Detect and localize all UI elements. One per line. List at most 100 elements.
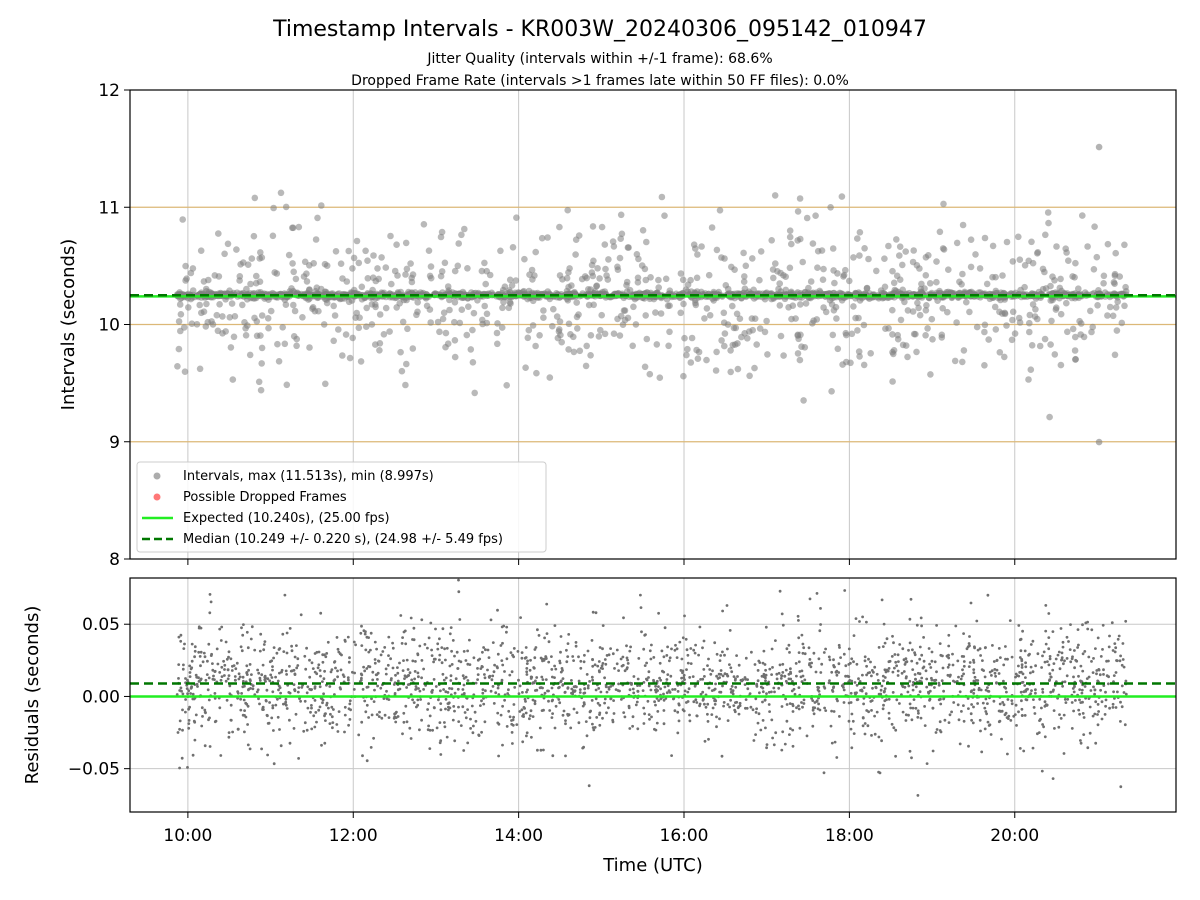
residual-point — [674, 643, 677, 647]
residual-point — [332, 708, 335, 711]
residuals-panel: 0.050.00−0.05 Residuals (seconds) — [22, 577, 1177, 813]
legend-label-median: Median (10.249 +/- 0.220 s), (24.98 +/- … — [183, 532, 503, 547]
interval-point — [768, 237, 775, 244]
residual-point — [1041, 723, 1044, 726]
residual-point — [1020, 666, 1024, 669]
interval-point — [981, 234, 989, 242]
interval-point — [532, 342, 539, 350]
residual-point — [800, 633, 804, 637]
residual-point — [929, 666, 933, 669]
interval-point — [774, 268, 781, 275]
interval-point — [253, 332, 261, 340]
residual-point — [1049, 690, 1053, 694]
residual-point — [239, 708, 243, 712]
residual-point — [723, 653, 726, 657]
residual-point — [233, 678, 237, 682]
residual-point — [703, 739, 707, 743]
residual-point — [601, 647, 604, 651]
legend-label-dropped: Possible Dropped Frames — [183, 490, 347, 505]
residual-point — [1058, 713, 1061, 716]
residual-point — [732, 704, 736, 707]
residual-point — [1009, 719, 1013, 722]
interval-point — [803, 214, 811, 222]
residual-point — [824, 709, 828, 712]
residual-point — [1020, 699, 1023, 703]
residual-point — [1081, 700, 1084, 704]
residual-point — [1078, 688, 1082, 691]
interval-point — [1106, 303, 1114, 311]
residual-point — [831, 688, 834, 692]
residual-point — [336, 730, 340, 733]
residual-point — [882, 679, 885, 683]
interval-point — [554, 334, 562, 342]
residual-point — [962, 664, 966, 668]
interval-point — [442, 329, 450, 337]
residual-point — [200, 724, 204, 728]
residual-point — [994, 674, 997, 678]
interval-point — [270, 204, 277, 212]
residual-point — [367, 650, 371, 654]
residual-point — [814, 670, 818, 674]
residual-point — [1006, 698, 1010, 701]
residual-point — [369, 631, 373, 635]
interval-point — [1057, 361, 1065, 369]
interval-point — [780, 352, 787, 359]
interval-point — [756, 325, 764, 332]
residual-point — [1075, 659, 1079, 663]
residual-point — [284, 669, 288, 673]
interval-point — [721, 330, 729, 337]
residual-point — [319, 611, 323, 615]
interval-point — [899, 261, 906, 269]
residual-point — [729, 690, 733, 694]
residual-point — [915, 623, 919, 627]
residual-point — [547, 689, 550, 693]
interval-point — [463, 331, 471, 339]
residual-point — [706, 702, 710, 706]
residual-point — [611, 652, 615, 656]
residual-point — [715, 715, 718, 719]
residual-point — [414, 660, 417, 663]
residual-point — [322, 677, 326, 681]
residual-point — [418, 728, 421, 732]
residual-point — [638, 684, 642, 687]
residual-point — [367, 636, 370, 639]
residual-point — [343, 713, 347, 717]
residual-point — [554, 667, 558, 671]
residual-point — [658, 661, 662, 665]
residual-point — [316, 666, 320, 670]
residual-point — [686, 661, 690, 665]
interval-point — [180, 324, 188, 331]
residual-point — [574, 685, 577, 688]
interval-point — [855, 348, 863, 355]
residual-point — [1119, 720, 1122, 723]
residual-point — [722, 704, 725, 708]
residual-point — [855, 662, 859, 666]
residual-point — [422, 688, 425, 691]
interval-point — [248, 255, 256, 262]
residual-point — [369, 746, 373, 749]
residual-point — [875, 710, 879, 714]
residual-point — [277, 684, 281, 688]
x-axis-label: Time (UTC) — [602, 855, 703, 876]
residual-point — [741, 678, 745, 681]
interval-point — [894, 335, 902, 343]
residual-point — [431, 728, 434, 732]
interval-point — [251, 194, 259, 202]
residual-point — [870, 699, 874, 702]
residual-point — [472, 724, 475, 728]
interval-point — [642, 276, 650, 284]
residual-point — [852, 660, 855, 664]
residual-point — [1020, 707, 1024, 711]
residual-point — [442, 688, 445, 691]
residual-point — [601, 662, 605, 665]
interval-point — [632, 321, 640, 328]
residual-point — [505, 625, 509, 629]
interval-point — [610, 330, 618, 338]
residual-point — [628, 727, 632, 730]
residual-point — [911, 648, 914, 652]
residual-point — [787, 677, 791, 681]
interval-point — [1003, 322, 1010, 329]
residual-point — [884, 670, 888, 674]
residual-point — [227, 731, 231, 734]
